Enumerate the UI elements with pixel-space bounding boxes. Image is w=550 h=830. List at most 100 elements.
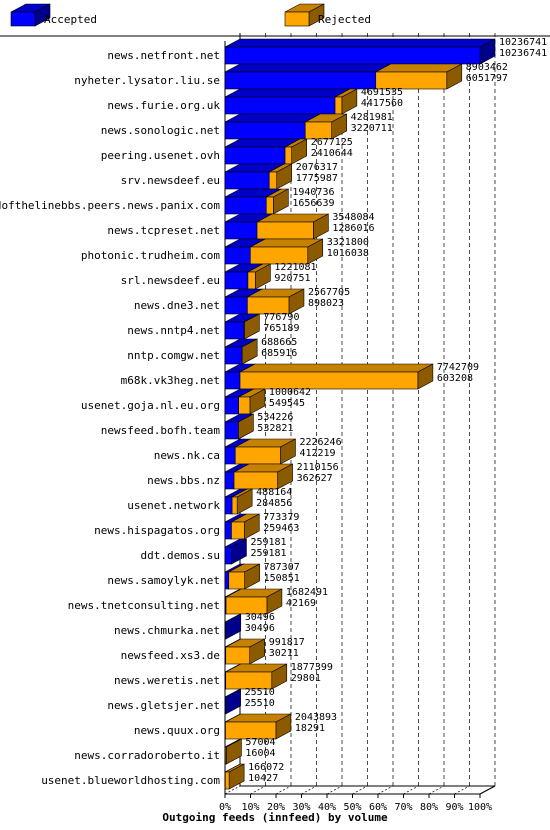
accepted-value-label: 1286016 xyxy=(332,223,374,234)
offered-value-label: 773379 xyxy=(263,512,299,523)
accepted-value-label: 685916 xyxy=(261,348,297,359)
legend-item-accepted: Accepted xyxy=(10,3,97,27)
accepted-value-label: 2410644 xyxy=(311,148,353,159)
legend-label-accepted: Accepted xyxy=(44,13,97,26)
bar-accepted xyxy=(224,88,351,115)
floor-tick-line xyxy=(403,785,419,795)
bar-row xyxy=(224,613,242,640)
bar-row xyxy=(224,363,434,390)
offered-value-label: 688665 xyxy=(261,337,297,348)
host-label: news.netfront.net xyxy=(107,49,220,62)
offered-value-label: 2677125 xyxy=(311,137,353,148)
x-tick-label: 20% xyxy=(267,802,285,813)
offered-value-label: 166072 xyxy=(248,762,284,773)
offered-value-label: 30496 xyxy=(245,612,275,623)
offered-value-label: 4691535 xyxy=(361,87,403,98)
offered-value-label: 787307 xyxy=(264,562,300,573)
bar-row xyxy=(224,213,329,240)
bar-row xyxy=(224,338,258,365)
bar-row xyxy=(224,763,245,790)
bar-row xyxy=(224,588,283,615)
offered-value-label: 1221081 xyxy=(274,262,316,273)
chart-title: Outgoing feeds (innfeed) by volume xyxy=(162,811,388,824)
bar-row xyxy=(224,438,296,465)
bar-row xyxy=(224,313,260,340)
bar-row xyxy=(224,413,254,440)
accepted-value-label: 1656639 xyxy=(292,198,334,209)
host-label: m68k.vk3heg.net xyxy=(121,374,220,387)
floor-tick-line xyxy=(275,785,292,795)
bar-accepted xyxy=(224,63,392,90)
x-tick-label: 40% xyxy=(318,802,336,813)
offered-value-label: 1940736 xyxy=(292,187,334,198)
accepted-value-label: 1016038 xyxy=(327,248,369,259)
host-label: srl.newsdeef.eu xyxy=(121,274,220,287)
legend-item-rejected: Rejected xyxy=(284,3,371,27)
host-label: usenet.blueworldhosting.com xyxy=(41,774,220,787)
host-label: news.nntp4.net xyxy=(127,324,220,337)
bar-rejected xyxy=(225,738,242,765)
bar-rejected xyxy=(239,363,434,390)
accepted-value-label: 30496 xyxy=(245,623,275,634)
offered-value-label: 488164 xyxy=(256,487,292,498)
bar-accepted xyxy=(224,613,242,640)
bar-row xyxy=(224,88,358,115)
legend-label-rejected: Rejected xyxy=(318,13,371,26)
offered-value-label: 1000642 xyxy=(269,387,311,398)
bar-rejected xyxy=(225,638,266,665)
bar-row xyxy=(224,663,288,690)
floor-tick-line xyxy=(428,785,445,795)
x-tick-label: 30% xyxy=(292,802,310,813)
bar-rejected xyxy=(225,713,292,740)
bar-row xyxy=(224,488,253,515)
offered-value-label: 3321800 xyxy=(327,237,369,248)
bar-rejected xyxy=(247,263,271,290)
offered-value-label: 2567705 xyxy=(308,287,350,298)
host-label: news.quux.org xyxy=(134,724,220,737)
legend: Accepted Rejected xyxy=(10,3,371,27)
legend-swatch-box-accepted xyxy=(10,3,51,27)
host-label: news.tcpreset.net xyxy=(107,224,220,237)
host-label: nntp.comgw.net xyxy=(127,349,220,362)
bar-row xyxy=(224,738,242,765)
host-label: news.dne3.net xyxy=(134,299,220,312)
bar-accepted xyxy=(224,538,247,565)
accepted-value-label: 4417560 xyxy=(361,98,403,109)
host-label: newsfeed.xs3.de xyxy=(121,649,220,662)
host-label: nyheter.lysator.liu.se xyxy=(74,74,220,87)
host-label: news.hispagatos.org xyxy=(94,524,220,537)
host-label: news.gletsjer.net xyxy=(107,699,220,712)
host-labels: news.netfront.net nyheter.lysator.liu.se n… xyxy=(0,49,220,787)
bar-rejected xyxy=(241,338,258,365)
bar-row xyxy=(224,538,247,565)
x-tick-label: 70% xyxy=(394,802,412,813)
accepted-value-label: 259181 xyxy=(250,548,286,559)
accepted-value-label: 6051797 xyxy=(466,73,508,84)
bar-rejected xyxy=(304,113,347,140)
floor-tick-line xyxy=(224,785,241,795)
accepted-value-label: 25510 xyxy=(245,698,275,709)
offered-value-label: 1877399 xyxy=(291,662,333,673)
host-label: ddt.demos.su xyxy=(141,549,220,562)
host-label: news.chmurka.net xyxy=(114,624,220,637)
accepted-value-label: 3220711 xyxy=(351,123,393,134)
floor-tick-line xyxy=(377,785,394,795)
bar-row xyxy=(224,163,293,190)
bar-row xyxy=(224,388,266,415)
bar-rejected xyxy=(225,588,283,615)
host-label: news.samoylyk.net xyxy=(107,574,220,587)
bar-row xyxy=(224,63,463,90)
accepted-value-label: 1775987 xyxy=(296,173,338,184)
bar-row xyxy=(224,263,271,290)
x-tick-label: 100% xyxy=(468,802,492,813)
bar-rejected xyxy=(231,513,260,540)
accepted-value-label: 10427 xyxy=(248,773,278,784)
bar-rejected xyxy=(284,138,307,165)
bar-rejected xyxy=(233,463,293,490)
accepted-value-label: 30211 xyxy=(269,648,299,659)
x-tick-label: 50% xyxy=(343,802,361,813)
x-tick-labels: 0% 10% 20% 30% 40% 50% 60% 70% 80% 90% 100% xyxy=(219,802,492,813)
bar-row xyxy=(224,638,266,665)
offered-value-label: 10236741 xyxy=(499,37,547,48)
offered-value-label: 3548084 xyxy=(332,212,374,223)
